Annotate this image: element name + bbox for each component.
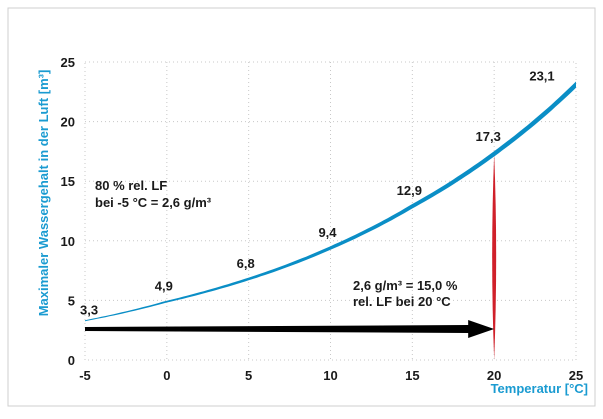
y-tick-label: 0 <box>68 353 75 368</box>
y-tick-label: 5 <box>68 293 75 308</box>
data-label: 9,4 <box>318 225 337 240</box>
y-tick-label: 20 <box>61 115 75 130</box>
y-tick-label: 25 <box>61 55 75 70</box>
y-axis-label: Maximaler Wassergehalt in der Luft [m³] <box>36 70 51 317</box>
chart-border <box>7 7 596 407</box>
arrow-layer <box>85 320 495 339</box>
data-label: 4,9 <box>155 279 173 294</box>
left-note-line-1: 80 % rel. LF <box>95 178 167 193</box>
x-tick-label: 25 <box>569 368 583 383</box>
x-tick-label: 15 <box>405 368 419 383</box>
data-label: 3,3 <box>80 303 98 318</box>
data-label: 6,8 <box>237 256 255 271</box>
x-tick-label: 0 <box>163 368 170 383</box>
data-label: 17,3 <box>476 129 501 144</box>
x-tick-label: -5 <box>79 368 91 383</box>
x-axis-label: Temperatur [°C] <box>491 381 588 396</box>
data-label: 23,1 <box>529 69 554 84</box>
right-note-line-1: 2,6 g/m³ = 15,0 % <box>353 278 458 293</box>
data-labels: 3,3 4,9 6,8 9,4 12,9 17,3 23,1 <box>80 69 555 318</box>
data-label: 12,9 <box>397 183 422 198</box>
x-tick-label: 5 <box>245 368 252 383</box>
y-tick-label: 10 <box>61 234 75 249</box>
left-note-line-2: bei -5 °C = 2,6 g/m³ <box>95 195 212 210</box>
right-note-line-2: rel. LF bei 20 °C <box>353 294 451 309</box>
plot-frame <box>84 61 577 361</box>
y-tick-labels: 0 5 10 15 20 25 <box>61 55 75 368</box>
x-tick-label: 10 <box>323 368 337 383</box>
marker-layer <box>492 153 497 360</box>
x-tick-label: 20 <box>487 368 501 383</box>
humidity-arrow <box>85 320 495 339</box>
saturation-marker <box>492 153 497 360</box>
x-tick-labels: -5 0 5 10 15 20 25 <box>79 368 583 383</box>
plot-area <box>84 61 577 361</box>
y-tick-label: 15 <box>61 174 75 189</box>
